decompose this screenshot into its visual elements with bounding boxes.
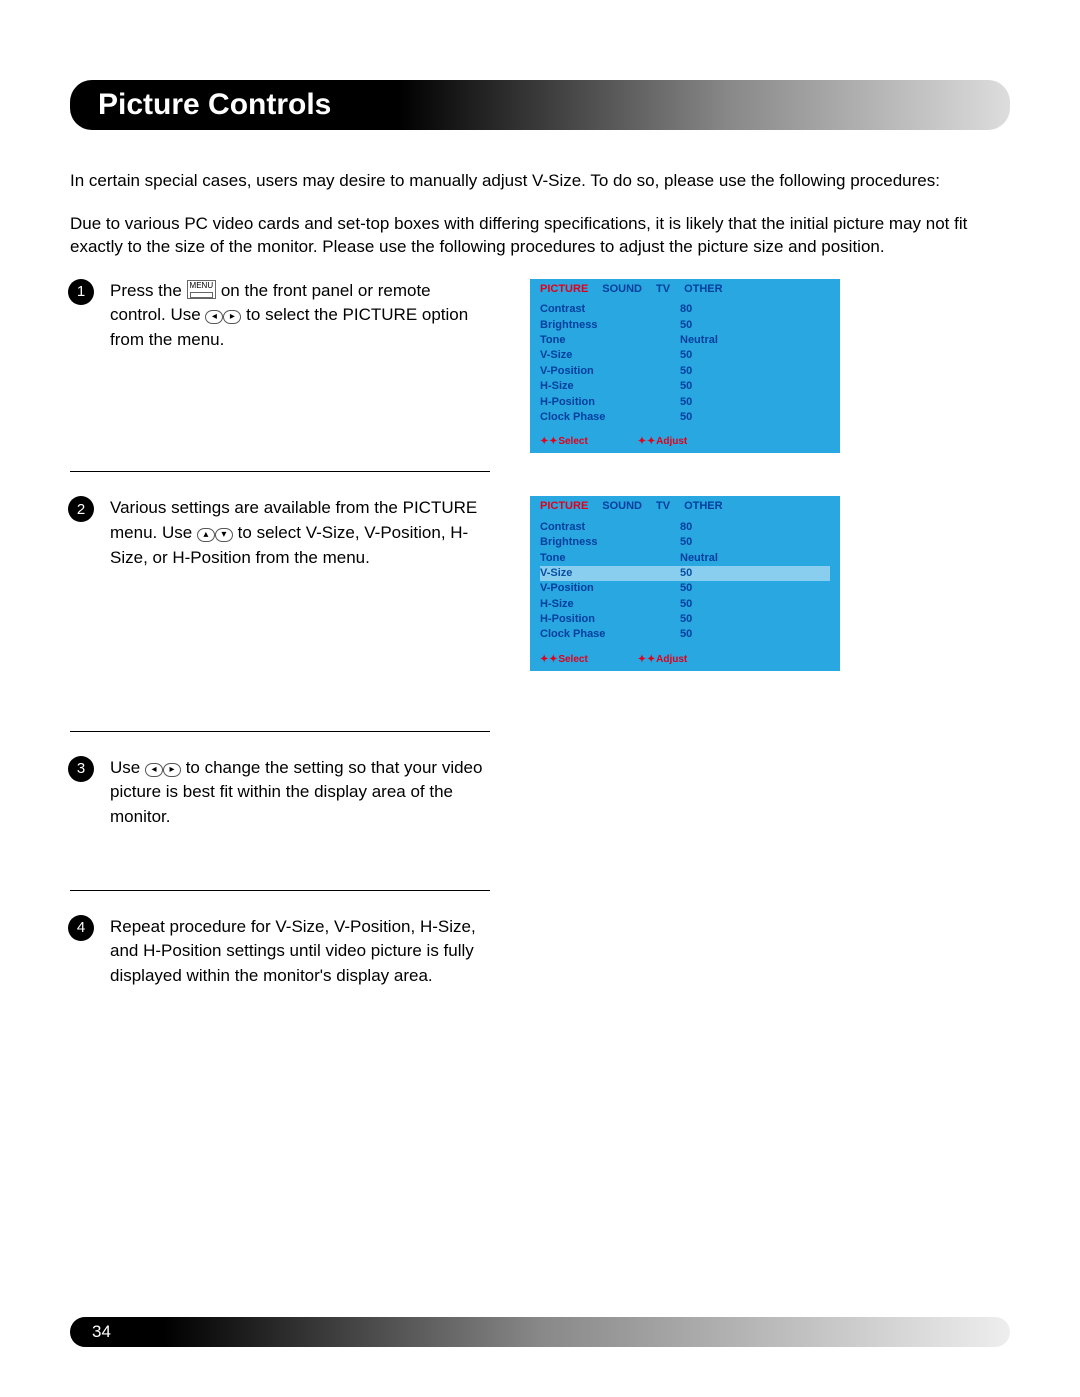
osd-tab: SOUND bbox=[602, 499, 642, 514]
osd-row: Brightness50 bbox=[540, 318, 830, 333]
steps-container: 1 Press the MENU on the front panel or r… bbox=[70, 279, 1010, 989]
osd-row: H-Size50 bbox=[540, 597, 830, 612]
step-number-4: 4 bbox=[68, 915, 94, 941]
divider bbox=[70, 731, 490, 732]
step-4-text: Repeat procedure for V-Size, V-Position,… bbox=[70, 915, 490, 989]
osd-row: Contrast80 bbox=[540, 302, 830, 317]
step-number-3: 3 bbox=[68, 756, 94, 782]
divider bbox=[70, 890, 490, 891]
left-right-arrows-icon: ◂▸ bbox=[145, 758, 181, 778]
step-4: 4 Repeat procedure for V-Size, V-Positio… bbox=[70, 915, 1010, 989]
step-3: 3 Use ◂▸ to change the setting so that y… bbox=[70, 756, 1010, 830]
osd-row: Clock Phase50 bbox=[540, 627, 830, 642]
osd-tab: SOUND bbox=[602, 282, 642, 297]
step-2: 2 Various settings are available from th… bbox=[70, 496, 1010, 671]
osd-footer-label: Select bbox=[540, 653, 588, 667]
osd-row: H-Position50 bbox=[540, 395, 830, 410]
intro-paragraph-1: In certain special cases, users may desi… bbox=[70, 170, 1010, 193]
osd-tab: PICTURE bbox=[540, 282, 588, 297]
osd-tab: OTHER bbox=[684, 499, 723, 514]
osd-row: Brightness50 bbox=[540, 535, 830, 550]
osd-row: ToneNeutral bbox=[540, 551, 830, 566]
step-1: 1 Press the MENU on the front panel or r… bbox=[70, 279, 1010, 454]
page-footer: 34 bbox=[70, 1317, 1010, 1347]
intro-paragraph-2: Due to various PC video cards and set-to… bbox=[70, 213, 1010, 259]
page-number: 34 bbox=[92, 1322, 111, 1341]
osd-row: V-Size50 bbox=[540, 566, 830, 581]
title-bar: Picture Controls bbox=[70, 80, 1010, 130]
step-3-text: Use ◂▸ to change the setting so that you… bbox=[70, 756, 490, 830]
osd-row: Clock Phase50 bbox=[540, 410, 830, 425]
osd-footer-label: Adjust bbox=[638, 435, 687, 449]
step-number-1: 1 bbox=[68, 279, 94, 305]
osd-row: Contrast80 bbox=[540, 520, 830, 535]
osd-tab: OTHER bbox=[684, 282, 723, 297]
osd-row: V-Position50 bbox=[540, 364, 830, 379]
osd-row: ToneNeutral bbox=[540, 333, 830, 348]
osd-screenshot-2: PICTURE SOUND TV OTHER Contrast80Brightness5… bbox=[530, 496, 840, 671]
menu-button-icon: MENU bbox=[187, 280, 217, 299]
step-1-text: Press the MENU on the front panel or rem… bbox=[70, 279, 490, 353]
osd-row: H-Position50 bbox=[540, 612, 830, 627]
osd-row: V-Size50 bbox=[540, 348, 830, 363]
osd-tab: PICTURE bbox=[540, 499, 588, 514]
left-right-arrows-icon: ◂▸ bbox=[205, 306, 241, 326]
page-title: Picture Controls bbox=[98, 88, 982, 122]
osd-row: V-Position50 bbox=[540, 581, 830, 596]
osd-footer-label: Adjust bbox=[638, 653, 687, 667]
divider bbox=[70, 471, 490, 472]
osd-tab: TV bbox=[656, 282, 670, 297]
osd-screenshot-1: PICTURE SOUND TV OTHER Contrast80Brightness5… bbox=[530, 279, 840, 454]
osd-tab: TV bbox=[656, 499, 670, 514]
up-down-arrows-icon: ▴▾ bbox=[197, 523, 233, 543]
osd-footer-label: Select bbox=[540, 435, 588, 449]
step-2-text: Various settings are available from the … bbox=[70, 496, 490, 570]
osd-row: H-Size50 bbox=[540, 379, 830, 394]
